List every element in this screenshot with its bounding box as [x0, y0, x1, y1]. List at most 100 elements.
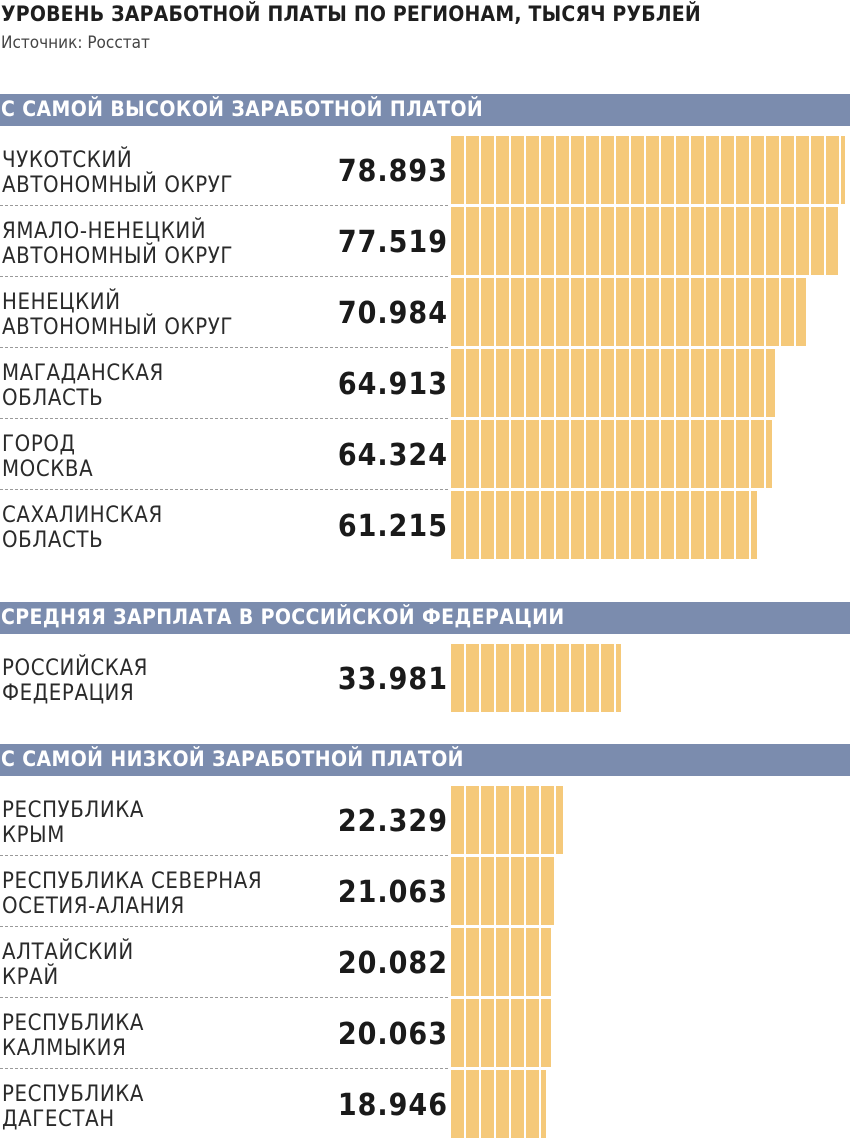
- bar-segment: [481, 420, 496, 488]
- value-label: 64.324: [337, 438, 448, 473]
- bar-segment: [496, 928, 511, 996]
- bar: [451, 644, 621, 712]
- bar: [451, 928, 551, 996]
- bar-segment: [511, 420, 526, 488]
- bar-segment: [601, 349, 616, 417]
- section-header: С САМОЙ НИЗКОЙ ЗАРАБОТНОЙ ПЛАТОЙ: [0, 744, 850, 776]
- bar-segment: [451, 999, 466, 1067]
- bar-segment: [556, 349, 571, 417]
- bar-segment: [676, 278, 691, 346]
- bar-segment: [526, 1070, 541, 1138]
- bar-segment: [721, 420, 736, 488]
- bar-segment: [466, 928, 481, 996]
- bar-segment: [451, 420, 466, 488]
- section-header: С САМОЙ ВЫСОКОЙ ЗАРАБОТНОЙ ПЛАТОЙ: [0, 94, 850, 126]
- bar-segment: [721, 207, 736, 275]
- bar-segment: [451, 857, 466, 925]
- bar-segment: [496, 136, 511, 204]
- bar-segment: [646, 207, 661, 275]
- bar-segment: [586, 278, 601, 346]
- bar-segment: [706, 207, 721, 275]
- bar-segment: [676, 491, 691, 559]
- bar-row: РЕСПУБЛИКА СЕВЕРНАЯ ОСЕТИЯ-АЛАНИЯ 21.063: [0, 855, 850, 925]
- value-label: 61.215: [337, 509, 448, 544]
- bar-segment: [496, 999, 511, 1067]
- bar-segment: [601, 420, 616, 488]
- value-label: 77.519: [337, 225, 448, 260]
- bar-segment: [616, 207, 631, 275]
- bar-segment: [451, 928, 466, 996]
- bar-segment: [661, 136, 676, 204]
- bar-segment: [481, 491, 496, 559]
- bar-row: РЕСПУБЛИКА КАЛМЫКИЯ 20.063: [0, 997, 850, 1067]
- section-header-label: С САМОЙ ВЫСОКОЙ ЗАРАБОТНОЙ ПЛАТОЙ: [1, 97, 484, 121]
- bar-segment: [451, 278, 466, 346]
- bar-segment: [811, 136, 826, 204]
- bar-segment: [721, 491, 736, 559]
- bar-segment: [451, 349, 466, 417]
- bar-segment: [751, 420, 766, 488]
- bar-segment: [721, 349, 736, 417]
- bar-row: МАГАДАНСКАЯ ОБЛАСТЬ 64.913: [0, 347, 850, 417]
- bar-segment: [781, 136, 796, 204]
- bar-segment: [601, 278, 616, 346]
- bar-segment: [691, 349, 706, 417]
- bar-segment: [691, 278, 706, 346]
- region-label: НЕНЕЦКИЙ АВТОНОМНЫЙ ОКРУГ: [2, 290, 234, 340]
- bar-segment: [496, 420, 511, 488]
- bar-segment: [586, 491, 601, 559]
- bar-segment: [526, 349, 541, 417]
- region-label: ГОРОД МОСКВА: [2, 432, 94, 482]
- bar-segment: [571, 349, 586, 417]
- bar-segment: [496, 857, 511, 925]
- bar-segment: [631, 491, 646, 559]
- bar-segment: [466, 349, 481, 417]
- bar-segment: [511, 857, 526, 925]
- bar-segment: [571, 278, 586, 346]
- section-header: СРЕДНЯЯ ЗАРПЛАТА В РОССИЙСКОЙ ФЕДЕРАЦИИ: [0, 602, 850, 634]
- bar: [451, 136, 845, 204]
- bar-segment: [481, 1070, 496, 1138]
- bar-segment: [691, 491, 706, 559]
- bar-segment: [781, 207, 796, 275]
- bar-segment: [736, 278, 751, 346]
- bar-segment: [631, 136, 646, 204]
- bar-segment: [496, 278, 511, 346]
- value-label: 18.946: [337, 1088, 448, 1123]
- bar-segment: [646, 278, 661, 346]
- bar-segment: [586, 349, 601, 417]
- bar-segment: [661, 278, 676, 346]
- bar-row: ЧУКОТСКИЙ АВТОНОМНЫЙ ОКРУГ 78.893: [0, 134, 850, 204]
- bar-row: РЕСПУБЛИКА КРЫМ 22.329: [0, 784, 850, 854]
- row-divider: [0, 1068, 448, 1069]
- bar-segment: [571, 207, 586, 275]
- bar-segment: [526, 857, 541, 925]
- chart-source: Источник: Росстат: [1, 33, 150, 53]
- region-label: РЕСПУБЛИКА ДАГЕСТАН: [2, 1082, 145, 1132]
- region-label: МАГАДАНСКАЯ ОБЛАСТЬ: [2, 361, 164, 411]
- bar-segment: [466, 857, 481, 925]
- bar-segment: [541, 857, 556, 925]
- bar-segment: [571, 420, 586, 488]
- bar-segment: [676, 420, 691, 488]
- value-label: 21.063: [337, 875, 448, 910]
- bar-segment: [616, 278, 631, 346]
- bar-segment: [511, 349, 526, 417]
- bar-segment: [526, 786, 541, 854]
- row-divider: [0, 489, 448, 490]
- bar-segment: [706, 349, 721, 417]
- row-divider: [0, 418, 448, 419]
- bar-segment: [451, 644, 466, 712]
- bar-segment: [541, 491, 556, 559]
- bar-row: РЕСПУБЛИКА ДАГЕСТАН 18.946: [0, 1068, 850, 1138]
- bar-segment: [481, 349, 496, 417]
- value-label: 22.329: [337, 804, 448, 839]
- bar-segment: [736, 207, 751, 275]
- bar-row: РОССИЙСКАЯ ФЕДЕРАЦИЯ 33.981: [0, 642, 850, 712]
- bar-segment: [481, 278, 496, 346]
- bar-segment: [541, 420, 556, 488]
- bar-segment: [601, 136, 616, 204]
- bar-segment: [661, 420, 676, 488]
- bar-segment: [541, 278, 556, 346]
- bar-segment: [556, 207, 571, 275]
